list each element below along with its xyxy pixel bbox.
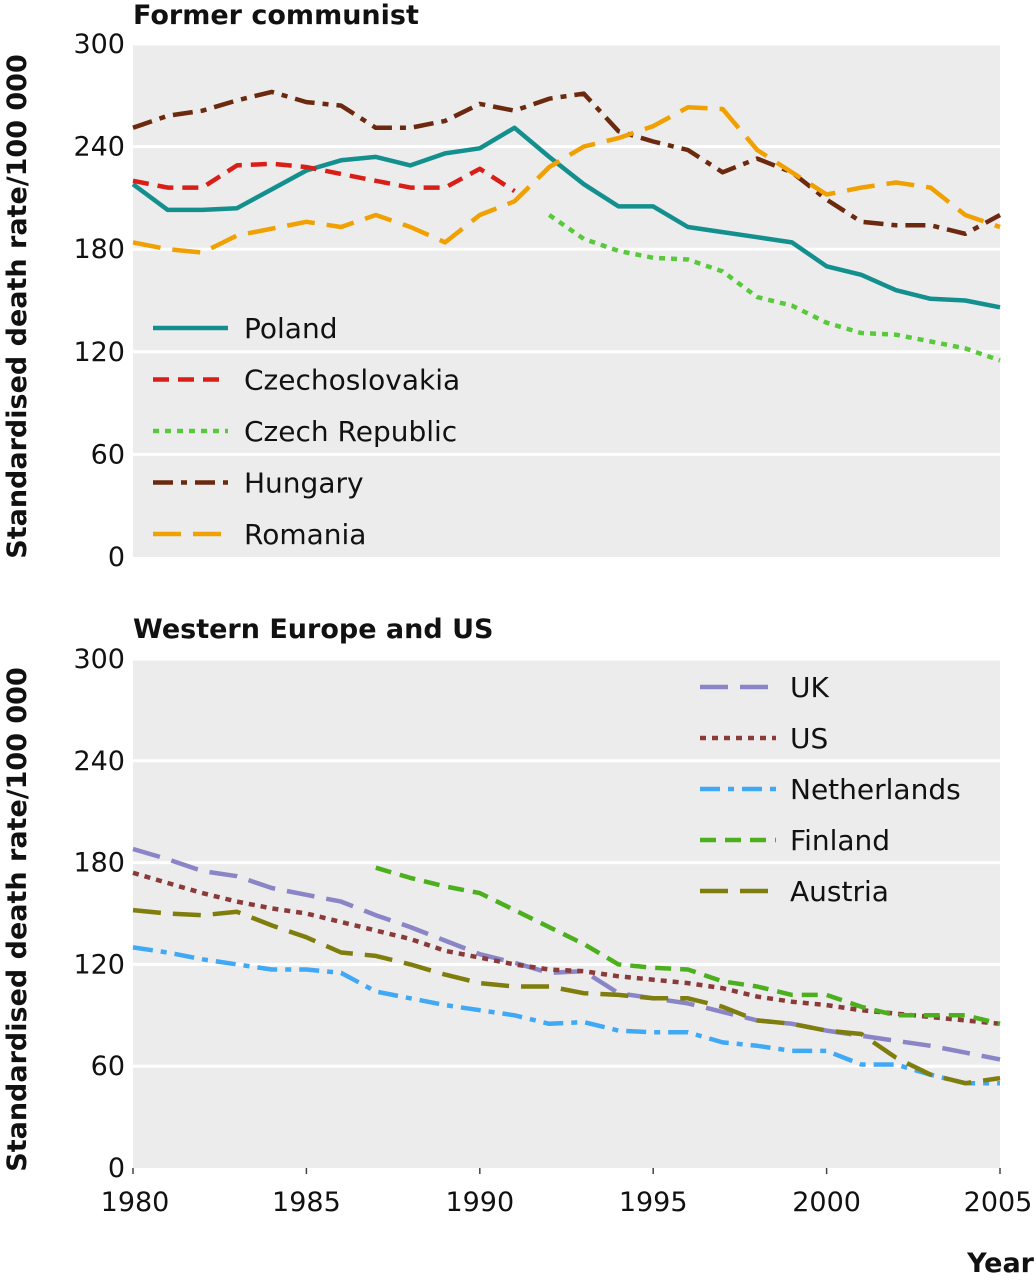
- legend-label: US: [790, 722, 828, 755]
- legend: Poland Czechoslovakia Czech Republic Hungar…: [153, 312, 460, 551]
- series-line-austria: [132, 907, 1001, 1086]
- y-tick-label: 120: [73, 949, 125, 980]
- y-tick-label: 300: [73, 29, 125, 60]
- chart-panel-1: 0 60 120 180 240 300 Former communist Standardi…: [2, 0, 1002, 573]
- y-tick-label: 60: [91, 1051, 125, 1082]
- plot-background: [133, 44, 1000, 557]
- series-line-hungary: [132, 89, 1002, 237]
- x-tick-label: 1980: [101, 1187, 170, 1218]
- y-axis-label: Standardised death rate/100 000: [2, 54, 33, 558]
- chart-panel-2: 0 60 120 180 240 300 1980 1985 1990 1995 2000 2005 W…: [2, 614, 1035, 1279]
- y-tick-label: 240: [73, 746, 125, 777]
- y-tick-label: 120: [73, 337, 125, 368]
- y-tick-label: 300: [73, 644, 125, 675]
- x-tick-label: 1985: [272, 1187, 341, 1218]
- legend-label: Finland: [790, 824, 890, 857]
- x-axis-label: Year: [966, 1248, 1035, 1279]
- series-line-czech-republic: [547, 213, 1001, 363]
- x-tick-label: 1990: [445, 1187, 514, 1218]
- legend-label: Czechoslovakia: [244, 364, 460, 397]
- legend: UK US Netherlands Finland Austria: [700, 671, 961, 908]
- y-tick-label: 0: [108, 542, 125, 573]
- series-line-poland: [131, 125, 1001, 310]
- legend-label: Austria: [790, 875, 889, 908]
- x-tick-label: 2000: [792, 1187, 861, 1218]
- legend-label: Czech Republic: [244, 415, 457, 448]
- panel-title: Western Europe and US: [133, 614, 493, 645]
- x-tick-label: 2005: [964, 1187, 1033, 1218]
- y-tick-label: 240: [73, 132, 125, 163]
- legend-label: Netherlands: [790, 773, 961, 806]
- y-tick-label: 60: [91, 439, 125, 470]
- legend-label: Hungary: [244, 467, 364, 500]
- series-line-finland: [375, 865, 1001, 1026]
- y-axis-label: Standardised death rate/100 000: [2, 667, 33, 1171]
- legend-label: Romania: [244, 518, 366, 551]
- y-tick-label: 0: [108, 1153, 125, 1184]
- series-line-us: [132, 870, 1001, 1027]
- plot-background: [133, 659, 1000, 1168]
- x-tick-label: 1995: [619, 1187, 688, 1218]
- legend-label: Poland: [244, 312, 337, 345]
- series-line-czechoslovakia: [132, 161, 516, 193]
- panel-title: Former communist: [133, 0, 419, 31]
- legend-label: UK: [790, 671, 829, 704]
- series-line-romania: [132, 105, 1001, 255]
- y-tick-label: 180: [73, 848, 125, 879]
- y-tick-label: 180: [73, 234, 125, 265]
